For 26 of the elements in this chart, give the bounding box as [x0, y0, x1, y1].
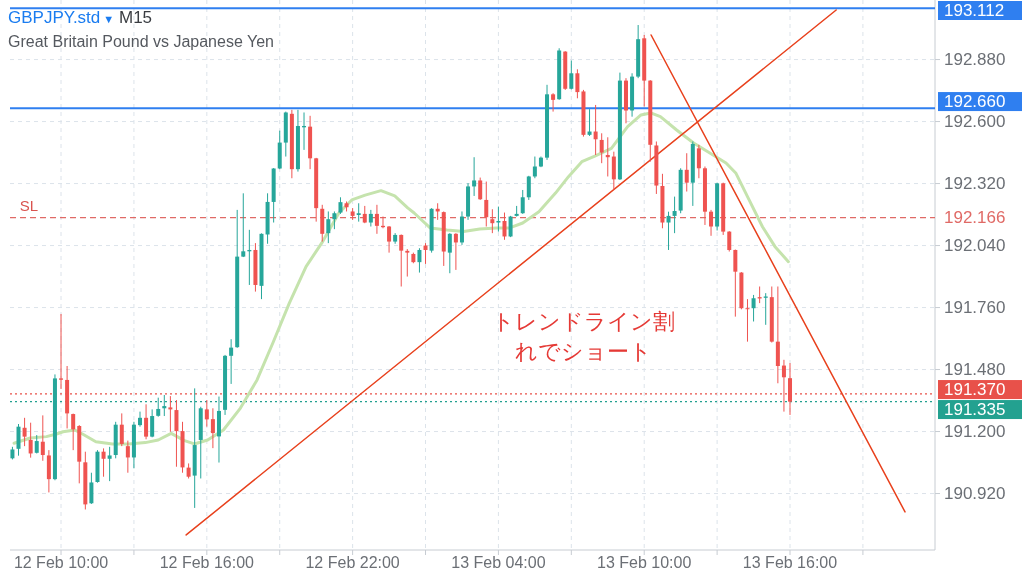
ref-line-label: 193.112 [938, 1, 1022, 20]
ref-line-label: 192.166 [944, 208, 1006, 228]
annotation: SL [19, 196, 39, 214]
annotation: トレンドライン割れでショート [491, 309, 675, 364]
y-tick-label: 192.040 [944, 236, 1006, 256]
ref-line-label: 191.335 [938, 400, 1022, 420]
ref-line-label: 192.660 [944, 92, 1006, 112]
x-tick-label: 12 Feb 22:00 [305, 554, 400, 571]
ref-line-label: 191.370 [944, 380, 1006, 400]
ref-line-label: 191.370 [938, 380, 1022, 400]
y-tick-label: 192.880 [944, 50, 1006, 70]
y-tick-label: 192.320 [944, 174, 1006, 194]
y-tick-label: 191.200 [944, 422, 1006, 442]
ref-line-label: 192.660 [938, 92, 1022, 112]
ref-line-label: 193.112 [944, 1, 1005, 20]
y-tick-label: 191.480 [944, 360, 1006, 380]
x-tick-label: 12 Feb 10:00 [13, 554, 109, 571]
x-tick-label: 13 Feb 16:00 [742, 554, 838, 571]
titles: GBPJPY.std ▼ M15 Great Britain Pound vs Japanese Yen [8, 8, 274, 50]
y-tick-label: 190.920 [944, 484, 1006, 504]
y-tick-label: 191.760 [944, 298, 1006, 318]
x-tick-label: 13 Feb 04:00 [451, 554, 546, 571]
ref-line-label: 191.335 [944, 400, 1006, 420]
x-tick-label: 13 Feb 10:00 [597, 554, 692, 571]
y-tick-label: 192.600 [944, 112, 1006, 132]
x-tick-label: 12 Feb 16:00 [159, 554, 255, 571]
